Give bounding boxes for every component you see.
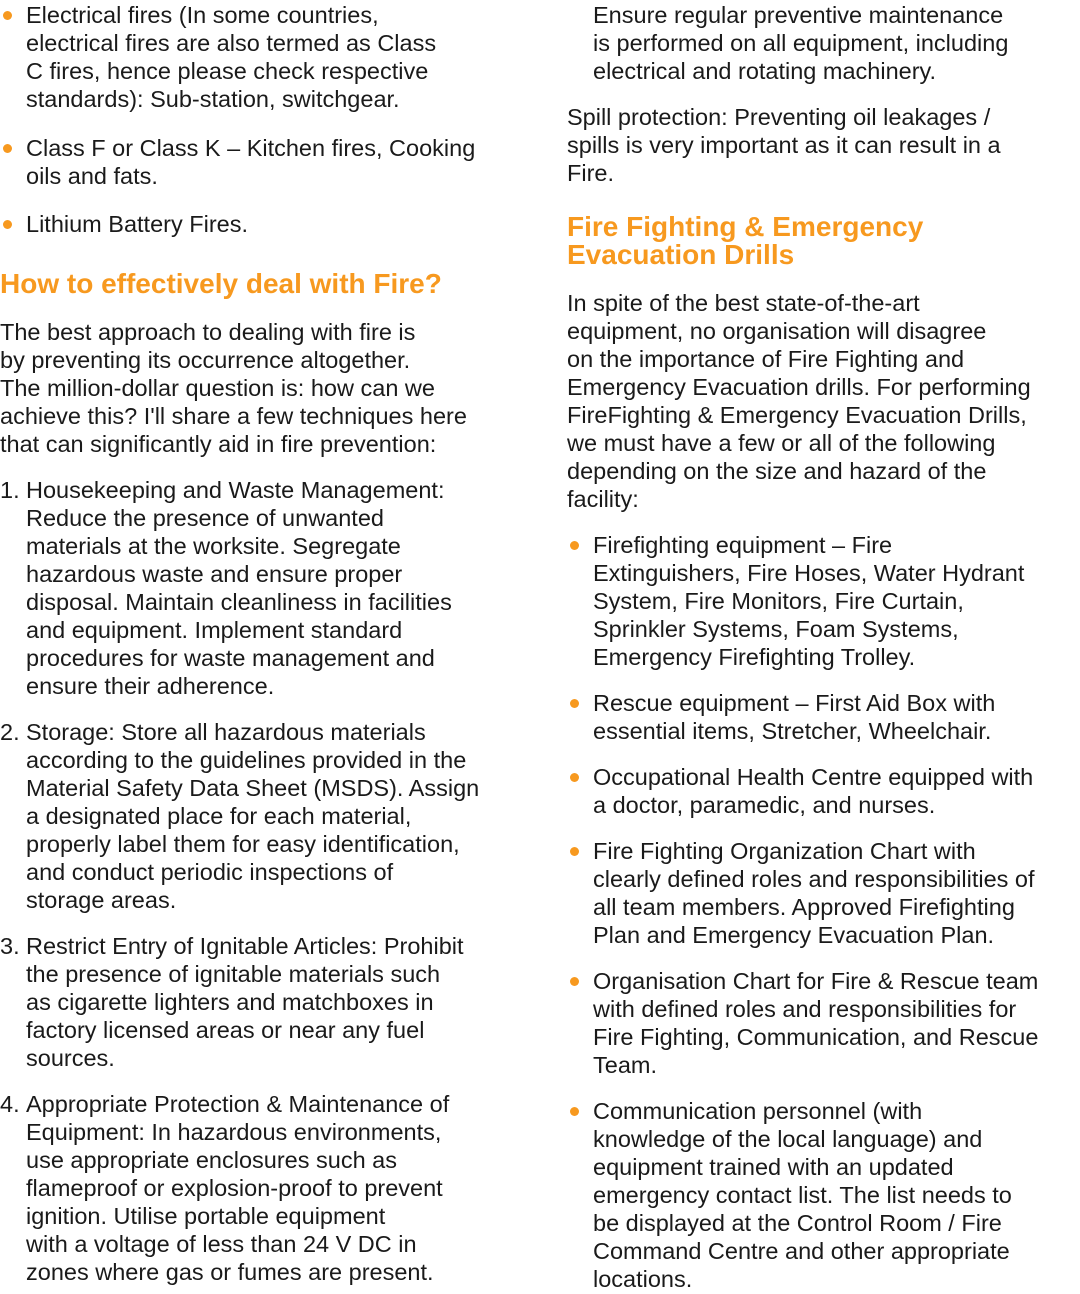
- bullet-icon: [570, 847, 579, 856]
- intro-paragraph: The best approach to dealing with fire i…: [0, 319, 467, 457]
- list-number: 4.: [0, 1091, 20, 1117]
- numbered-item: Appropriate Protection & Maintenance of …: [26, 1091, 450, 1285]
- drill-requirement-item: Rescue equipment – First Aid Box with es…: [593, 690, 996, 744]
- drills-paragraph: In spite of the best state-of-the-art eq…: [567, 290, 1031, 512]
- bullet-icon: [570, 1107, 579, 1116]
- fire-class-item: Electrical fires (In some countries, ele…: [26, 2, 437, 112]
- bullet-icon: [3, 220, 12, 229]
- bullet-icon: [570, 541, 579, 550]
- bullet-icon: [570, 977, 579, 986]
- continuation-paragraph: Ensure regular preventive maintenance is…: [593, 2, 1009, 84]
- drill-requirement-item: Fire Fighting Organization Chart with cl…: [593, 838, 1035, 948]
- drill-requirement-item: Communication personnel (with knowledge …: [593, 1098, 1012, 1292]
- list-number: 1.: [0, 477, 20, 503]
- section-heading: Fire Fighting & Emergency Evacuation Dri…: [567, 211, 924, 270]
- drill-requirement-item: Organisation Chart for Fire & Rescue tea…: [593, 968, 1039, 1078]
- fire-class-item: Lithium Battery Fires.: [26, 211, 249, 237]
- numbered-item: Housekeeping and Waste Management: Reduc…: [26, 477, 452, 699]
- numbered-item: Restrict Entry of Ignitable Articles: Pr…: [26, 933, 464, 1071]
- numbered-item: Storage: Store all hazardous materials a…: [26, 719, 480, 913]
- list-number: 3.: [0, 933, 20, 959]
- drill-requirement-item: Firefighting equipment – Fire Extinguish…: [593, 532, 1025, 670]
- list-number: 2.: [0, 719, 20, 745]
- bullet-icon: [570, 773, 579, 782]
- fire-class-item: Class F or Class K – Kitchen fires, Cook…: [26, 135, 476, 189]
- bullet-icon: [570, 699, 579, 708]
- section-heading: How to effectively deal with Fire?: [0, 268, 442, 299]
- drill-requirement-item: Occupational Health Centre equipped with…: [593, 764, 1034, 818]
- spill-paragraph: Spill protection: Preventing oil leakage…: [567, 104, 1001, 186]
- bullet-icon: [3, 11, 12, 20]
- bullet-icon: [3, 144, 12, 153]
